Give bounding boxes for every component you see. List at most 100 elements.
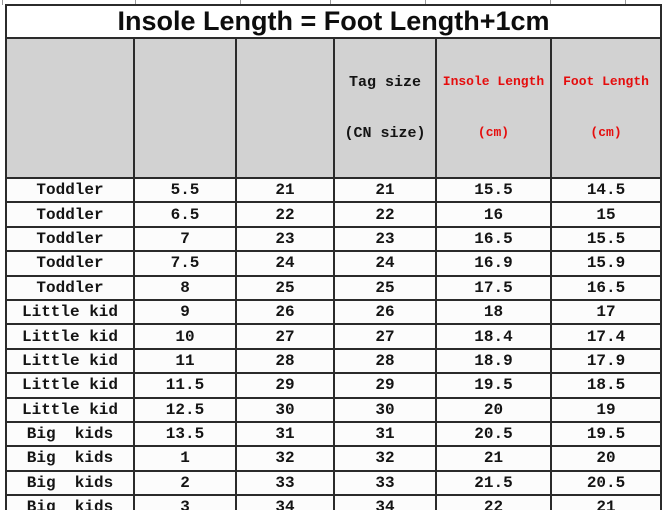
table-row: Big kids 1 32 32 21 20 bbox=[5, 445, 663, 472]
cell-age-group: Toddler bbox=[5, 250, 135, 277]
cell-age-group: Big kids bbox=[5, 445, 135, 472]
cell-age-group: Big kids bbox=[5, 469, 135, 497]
gridline-tick bbox=[240, 0, 241, 5]
cell-age-group: Little kid bbox=[5, 372, 135, 399]
table-body: Toddler 5.5 21 21 15.5 14.5 Toddler 6.5 22 22 16 15… bbox=[5, 176, 663, 510]
cell-eu-size: 34 bbox=[235, 494, 335, 510]
cell-eu-size: 28 bbox=[235, 347, 335, 375]
gridline-tick bbox=[550, 0, 551, 5]
cell-us-size: 12.5 bbox=[133, 396, 237, 423]
column-header-foot-length: Foot Length (cm) bbox=[549, 37, 663, 179]
table-row: Little kid 9 26 26 18 17 bbox=[5, 298, 663, 326]
cell-us-size: 7.5 bbox=[133, 250, 237, 277]
cell-foot-length-cm: 20 bbox=[549, 445, 663, 472]
column-header-tag-size: Tag size (CN size) bbox=[333, 37, 437, 179]
cell-eu-size: 22 bbox=[235, 201, 335, 228]
cell-tag-size: 32 bbox=[333, 445, 437, 472]
cell-foot-length-cm: 14.5 bbox=[549, 176, 663, 204]
cell-age-group: Little kid bbox=[5, 347, 135, 375]
cell-age-group: Big kids bbox=[5, 494, 135, 510]
column-header-label: Insole Length bbox=[442, 74, 545, 90]
cell-eu-size: 23 bbox=[235, 225, 335, 253]
table-row: Big kids 3 34 34 22 21 bbox=[5, 494, 663, 510]
table-row: Big kids 13.5 31 31 20.5 19.5 bbox=[5, 420, 663, 448]
cell-age-group: Toddler bbox=[5, 176, 135, 204]
cell-us-size: 9 bbox=[133, 298, 237, 326]
cell-insole-length-cm: 22 bbox=[435, 494, 552, 510]
column-header-insole-length: Insole Length (cm) bbox=[435, 37, 552, 179]
column-header-label: Tag size bbox=[348, 73, 421, 91]
column-header-us-size: US size bbox=[133, 37, 237, 179]
cell-tag-size: 21 bbox=[333, 176, 437, 204]
cell-tag-size: 34 bbox=[333, 494, 437, 510]
cell-foot-length-cm: 16.5 bbox=[549, 274, 663, 301]
cell-eu-size: 29 bbox=[235, 372, 335, 399]
header-row: Age Group US size Eu size Tag size (CN s… bbox=[5, 37, 663, 179]
cell-tag-size: 28 bbox=[333, 347, 437, 375]
cell-eu-size: 24 bbox=[235, 250, 335, 277]
cell-foot-length-cm: 17.9 bbox=[549, 347, 663, 375]
cell-eu-size: 26 bbox=[235, 298, 335, 326]
cell-eu-size: 32 bbox=[235, 445, 335, 472]
cell-eu-size: 21 bbox=[235, 176, 335, 204]
size-chart-table: Insole Length = Foot Length+1cm Age Grou… bbox=[4, 4, 663, 510]
cell-eu-size: 31 bbox=[235, 420, 335, 448]
cell-eu-size: 33 bbox=[235, 469, 335, 497]
cell-age-group: Toddler bbox=[5, 201, 135, 228]
cell-insole-length-cm: 21 bbox=[435, 445, 552, 472]
cell-us-size: 8 bbox=[133, 274, 237, 301]
cell-tag-size: 26 bbox=[333, 298, 437, 326]
cell-insole-length-cm: 18.4 bbox=[435, 323, 552, 350]
cell-foot-length-cm: 18.5 bbox=[549, 372, 663, 399]
cell-age-group: Little kid bbox=[5, 323, 135, 350]
table-row: Little kid 11.5 29 29 19.5 18.5 bbox=[5, 372, 663, 399]
cell-tag-size: 23 bbox=[333, 225, 437, 253]
cell-foot-length-cm: 17 bbox=[549, 298, 663, 326]
cell-us-size: 11.5 bbox=[133, 372, 237, 399]
cell-insole-length-cm: 18.9 bbox=[435, 347, 552, 375]
table-row: Toddler 7.5 24 24 16.9 15.9 bbox=[5, 250, 663, 277]
gridline-tick bbox=[625, 0, 626, 5]
table-row: Little kid 12.5 30 30 20 19 bbox=[5, 396, 663, 423]
cell-age-group: Little kid bbox=[5, 298, 135, 326]
cell-tag-size: 22 bbox=[333, 201, 437, 228]
cell-foot-length-cm: 15.9 bbox=[549, 250, 663, 277]
cell-eu-size: 25 bbox=[235, 274, 335, 301]
table-row: Toddler 8 25 25 17.5 16.5 bbox=[5, 274, 663, 301]
cell-insole-length-cm: 17.5 bbox=[435, 274, 552, 301]
cell-foot-length-cm: 15 bbox=[549, 201, 663, 228]
table-row: Little kid 11 28 28 18.9 17.9 bbox=[5, 347, 663, 375]
cell-tag-size: 30 bbox=[333, 396, 437, 423]
cell-tag-size: 31 bbox=[333, 420, 437, 448]
table-row: Toddler 6.5 22 22 16 15 bbox=[5, 201, 663, 228]
gridline-tick bbox=[2, 0, 3, 5]
cell-age-group: Big kids bbox=[5, 420, 135, 448]
cell-us-size: 11 bbox=[133, 347, 237, 375]
title-row: Insole Length = Foot Length+1cm bbox=[4, 4, 663, 39]
cell-tag-size: 33 bbox=[333, 469, 437, 497]
cell-foot-length-cm: 17.4 bbox=[549, 323, 663, 350]
gridline-tick bbox=[135, 0, 136, 5]
cell-insole-length-cm: 19.5 bbox=[435, 372, 552, 399]
cell-insole-length-cm: 21.5 bbox=[435, 469, 552, 497]
column-header-sublabel: (cm) bbox=[590, 124, 622, 140]
cell-foot-length-cm: 20.5 bbox=[549, 469, 663, 497]
cell-age-group: Toddler bbox=[5, 274, 135, 301]
cell-us-size: 10 bbox=[133, 323, 237, 350]
cell-insole-length-cm: 16 bbox=[435, 201, 552, 228]
column-header-sublabel: (cm) bbox=[477, 124, 510, 140]
cell-insole-length-cm: 15.5 bbox=[435, 176, 552, 204]
table-row: Little kid 10 27 27 18.4 17.4 bbox=[5, 323, 663, 350]
spreadsheet-gridline-strip bbox=[0, 0, 665, 5]
column-header-age-group: Age Group bbox=[5, 37, 135, 179]
cell-us-size: 1 bbox=[133, 445, 237, 472]
cell-age-group: Little kid bbox=[5, 396, 135, 423]
cell-insole-length-cm: 20.5 bbox=[435, 420, 552, 448]
cell-us-size: 5.5 bbox=[133, 176, 237, 204]
cell-us-size: 13.5 bbox=[133, 420, 237, 448]
cell-age-group: Toddler bbox=[5, 225, 135, 253]
cell-eu-size: 27 bbox=[235, 323, 335, 350]
cell-foot-length-cm: 19.5 bbox=[549, 420, 663, 448]
cell-tag-size: 29 bbox=[333, 372, 437, 399]
